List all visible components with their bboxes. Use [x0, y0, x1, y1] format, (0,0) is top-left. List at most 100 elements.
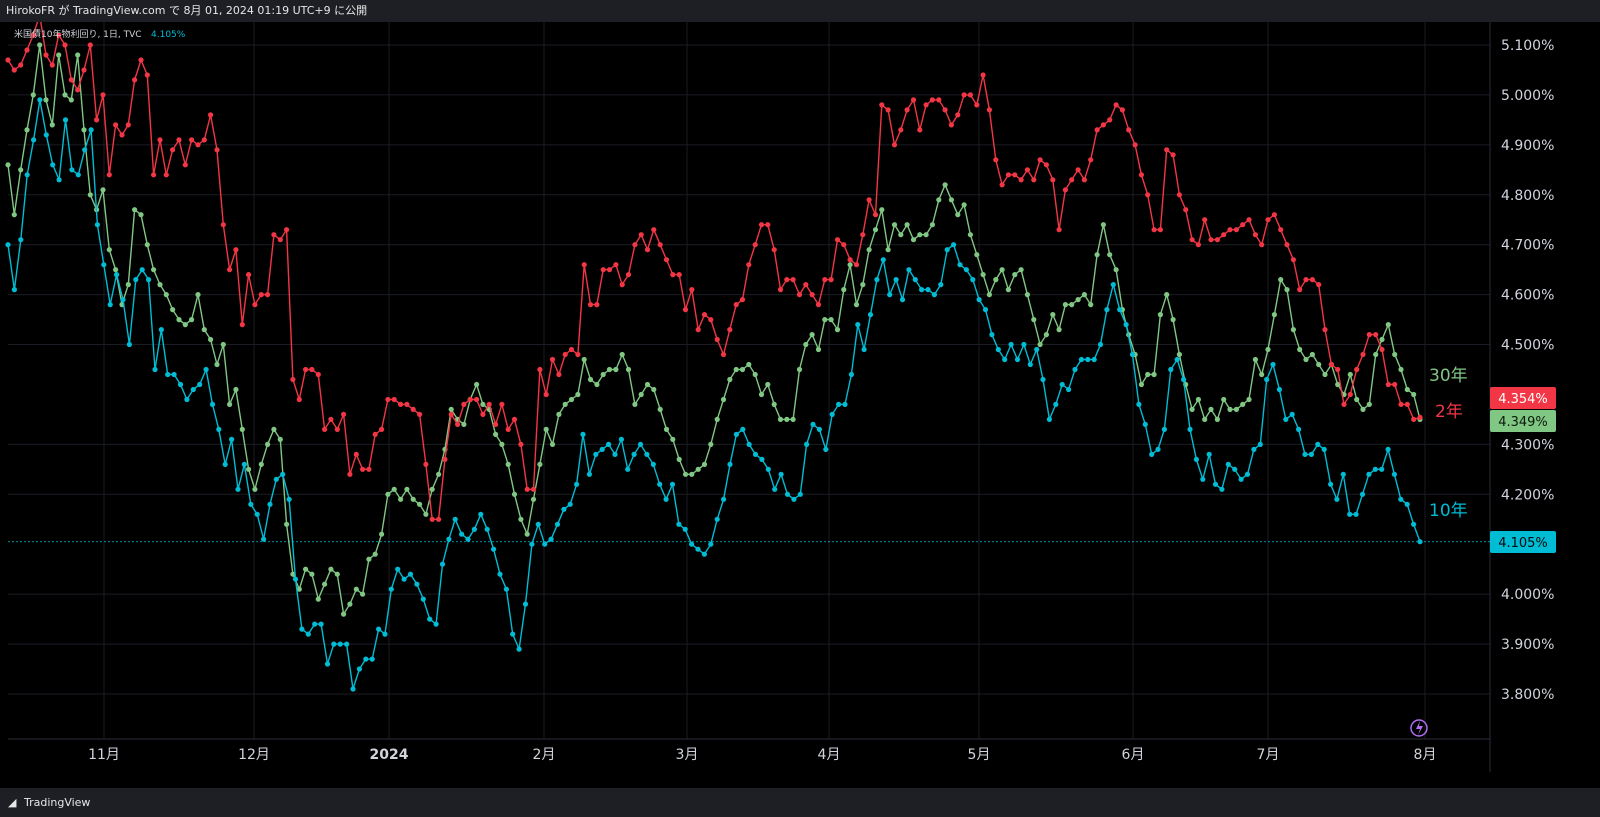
data-point	[575, 351, 581, 358]
data-point	[1315, 441, 1321, 447]
data-point	[87, 192, 93, 198]
data-point	[993, 157, 999, 163]
data-point	[917, 232, 923, 238]
y-tick-label: 4.800%	[1501, 188, 1554, 204]
x-tick-label: 12月	[238, 747, 270, 763]
data-point	[1411, 391, 1417, 398]
data-point	[1366, 332, 1372, 338]
data-point	[1252, 356, 1258, 363]
data-point	[1303, 356, 1309, 363]
data-point	[529, 541, 535, 547]
data-point	[493, 431, 499, 437]
data-point	[401, 576, 407, 582]
data-point	[1328, 361, 1334, 368]
data-point	[606, 441, 612, 447]
data-point	[1347, 371, 1353, 378]
data-point	[312, 621, 318, 627]
data-point	[891, 222, 898, 228]
data-point	[1240, 401, 1246, 407]
data-point	[334, 571, 340, 577]
data-point	[1027, 361, 1033, 368]
data-point	[682, 307, 689, 313]
data-point	[163, 172, 169, 178]
data-point	[752, 451, 759, 457]
data-point	[11, 212, 17, 218]
data-point	[1322, 371, 1328, 378]
data-point	[69, 167, 75, 173]
data-point	[906, 267, 912, 273]
data-point	[581, 262, 587, 268]
data-point	[11, 67, 17, 73]
data-point	[106, 247, 112, 253]
replay-icon[interactable]	[1410, 719, 1428, 737]
data-point	[439, 561, 446, 567]
data-point	[638, 391, 644, 398]
data-point	[510, 631, 516, 637]
data-point	[1208, 406, 1214, 412]
data-point	[417, 411, 423, 417]
data-point	[556, 371, 562, 378]
data-point	[1100, 222, 1106, 228]
yield-chart[interactable]: 5.100% 5.000% 4.900% 4.800% 4.700% 4.600% 4.50…	[0, 12, 1600, 788]
data-point	[144, 72, 150, 78]
data-point	[5, 162, 11, 168]
data-point	[511, 416, 518, 422]
data-point	[382, 631, 388, 637]
data-point	[284, 521, 290, 527]
x-tick-label: 6月	[1122, 747, 1145, 763]
footer-brand: TradingView	[23, 796, 91, 809]
data-point	[1392, 351, 1398, 358]
data-point	[834, 327, 841, 333]
data-point	[562, 401, 568, 407]
data-point	[1094, 127, 1100, 133]
data-point	[986, 292, 993, 298]
data-point	[322, 426, 328, 432]
data-point	[404, 486, 410, 492]
data-point	[739, 297, 746, 303]
data-point	[1297, 287, 1303, 293]
data-point	[912, 277, 918, 283]
data-point	[885, 247, 891, 253]
x-tick-label: 7月	[1257, 747, 1280, 763]
data-point	[758, 391, 765, 398]
data-point	[30, 92, 36, 98]
data-point	[271, 426, 277, 432]
data-point	[1189, 406, 1195, 412]
data-point	[575, 391, 581, 398]
data-point	[499, 401, 505, 407]
data-point	[999, 267, 1005, 273]
data-point	[398, 496, 404, 502]
series-end-label: 10年	[1429, 501, 1468, 521]
data-point	[657, 481, 663, 487]
data-point	[139, 267, 145, 273]
chart-area[interactable]: 5.100% 5.000% 4.900% 4.800% 4.700% 4.600% 4.50…	[0, 12, 1600, 788]
data-point	[299, 626, 305, 632]
data-point	[146, 277, 152, 283]
data-point	[1138, 172, 1144, 178]
data-point	[657, 242, 663, 248]
x-tick-label: 11月	[88, 747, 120, 763]
data-point	[561, 506, 567, 512]
data-point	[1005, 172, 1012, 178]
data-point	[1170, 152, 1176, 158]
data-point	[1240, 222, 1246, 228]
data-point	[898, 127, 904, 133]
y-tick-label: 3.800%	[1501, 687, 1554, 703]
data-point	[265, 441, 271, 447]
data-point	[828, 277, 834, 283]
data-point	[1360, 351, 1366, 358]
data-point	[765, 381, 771, 388]
data-point	[842, 401, 848, 407]
data-point	[650, 461, 656, 467]
data-point	[461, 421, 467, 427]
y-tick-label: 4.300%	[1501, 437, 1554, 453]
data-point	[360, 466, 366, 472]
data-point	[822, 277, 828, 283]
data-point	[1265, 217, 1271, 223]
data-point	[163, 292, 169, 298]
data-point	[1417, 414, 1423, 420]
data-point	[1316, 361, 1322, 368]
data-point	[1132, 142, 1138, 148]
data-point	[157, 137, 163, 143]
data-point	[461, 401, 467, 407]
